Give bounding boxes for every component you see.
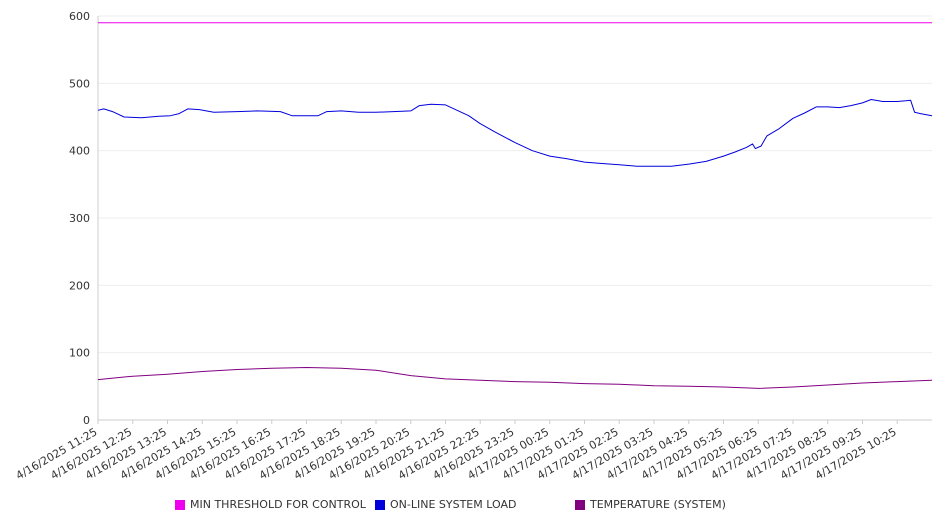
- legend-item: MIN THRESHOLD FOR CONTROL: [175, 498, 366, 511]
- series-lines: [97, 22, 933, 389]
- legend-label: TEMPERATURE (SYSTEM): [590, 498, 726, 511]
- y-tick-label: 300: [69, 212, 90, 225]
- y-tick-label: 500: [69, 77, 90, 90]
- legend-label: ON-LINE SYSTEM LOAD: [390, 498, 517, 511]
- y-tick-label: 200: [69, 279, 90, 292]
- series-line-temperature-system: [97, 367, 933, 389]
- legend-label: MIN THRESHOLD FOR CONTROL: [190, 498, 366, 511]
- y-tick-label: 100: [69, 347, 90, 360]
- legend-swatch: [175, 499, 185, 510]
- x-tick-labels: 4/16/2025 11:254/16/2025 12:254/16/2025 …: [14, 420, 899, 482]
- legend: MIN THRESHOLD FOR CONTROL ON-LINE SYSTEM …: [175, 498, 935, 514]
- series-line-on-line-system-load: [97, 99, 933, 167]
- legend-item: ON-LINE SYSTEM LOAD: [375, 498, 516, 511]
- legend-swatch: [375, 499, 385, 510]
- legend-swatch: [575, 499, 585, 510]
- grid-lines: [98, 15, 932, 354]
- y-tick-label: 600: [69, 10, 90, 23]
- legend-item: TEMPERATURE (SYSTEM): [575, 498, 726, 511]
- y-tick-label: 400: [69, 145, 90, 158]
- y-tick-labels: 0 100 200 300 400 500 600: [69, 10, 90, 427]
- y-tick-label: 0: [83, 414, 90, 427]
